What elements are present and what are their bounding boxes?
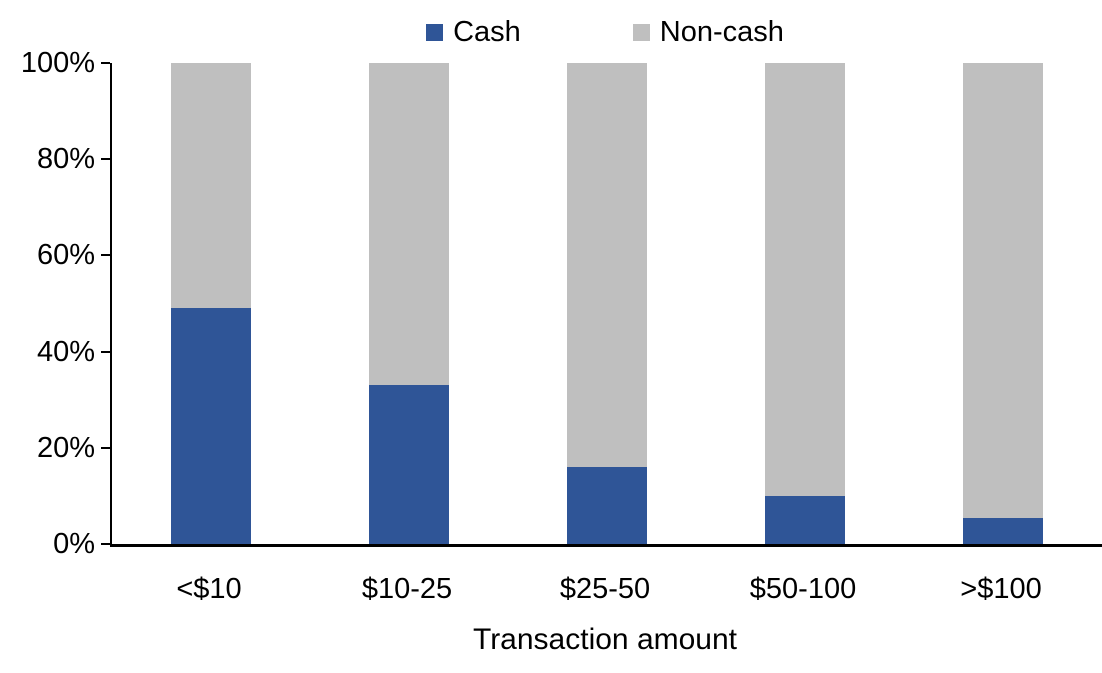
y-tick-label-100: 100% [20, 47, 95, 79]
bar-non-cash-50-100 [765, 63, 845, 496]
y-tick-label-80: 80% [36, 143, 95, 176]
y-tick-label-20: 20% [36, 431, 95, 464]
legend: Cash Non-cash [110, 14, 1100, 50]
y-tick-label-40: 40% [36, 335, 95, 368]
x-axis-title: Transaction amount [472, 623, 738, 656]
y-tick-mark [101, 350, 110, 353]
bar-cash-25-50 [567, 467, 647, 544]
bar-cash-100 [963, 518, 1043, 544]
y-tick-label-60: 60% [36, 239, 95, 272]
legend-label-cash: Cash [453, 15, 521, 48]
bar-non-cash-100 [963, 63, 1043, 518]
bar-cash-50-100 [765, 496, 845, 544]
plot-area [110, 63, 1102, 547]
legend-item-non-cash: Non-cash [632, 15, 784, 48]
y-tick-mark [101, 446, 110, 449]
x-tick-label-10-25: $10-25 [361, 573, 453, 605]
bar-cash-10 [171, 308, 251, 544]
non-cash-swatch-icon [632, 23, 650, 41]
y-tick-mark [101, 62, 110, 64]
bar-non-cash-25-50 [567, 63, 647, 467]
y-tick-mark [101, 543, 110, 545]
bar-non-cash-10-25 [369, 63, 449, 385]
y-tick-label-0: 0% [53, 528, 95, 560]
y-tick-mark [101, 158, 110, 161]
legend-label-non-cash: Non-cash [659, 15, 784, 48]
bar-cash-10-25 [369, 385, 449, 544]
cash-swatch-icon [426, 23, 444, 41]
x-tick-label-50-100: $50-100 [749, 573, 857, 605]
x-tick-label-100: >$100 [960, 573, 1042, 605]
legend-item-cash: Cash [426, 15, 521, 48]
bar-non-cash-10 [171, 63, 251, 308]
y-tick-mark [101, 254, 110, 257]
x-tick-label-25-50: $25-50 [559, 573, 651, 605]
x-tick-label-10: <$10 [176, 573, 242, 605]
